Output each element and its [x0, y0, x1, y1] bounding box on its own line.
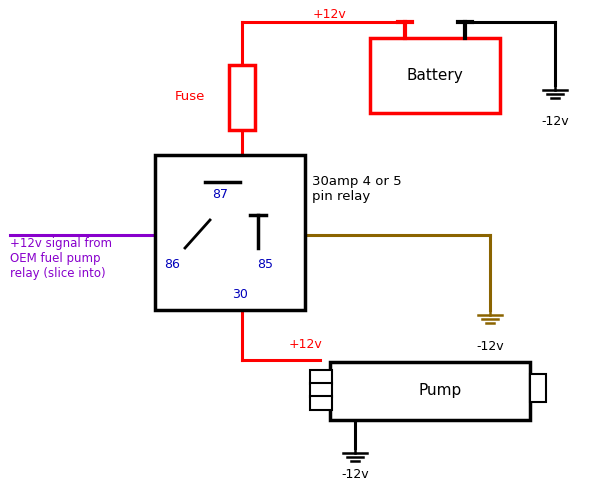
Text: 30amp 4 or 5
pin relay: 30amp 4 or 5 pin relay: [312, 175, 401, 203]
Text: Fuse: Fuse: [175, 91, 205, 104]
Text: -12v: -12v: [341, 468, 369, 480]
Text: +12v signal from
OEM fuel pump
relay (slice into): +12v signal from OEM fuel pump relay (sl…: [10, 237, 112, 280]
Bar: [370, 38, 500, 113]
Text: -12v: -12v: [541, 115, 569, 128]
Text: 30: 30: [232, 288, 248, 301]
Text: Battery: Battery: [407, 68, 463, 83]
Bar: [310, 370, 332, 384]
Text: Pump: Pump: [418, 384, 461, 398]
Text: 87: 87: [212, 189, 228, 202]
Text: 85: 85: [257, 259, 273, 272]
Text: +12v: +12v: [313, 9, 347, 22]
Bar: [155, 155, 305, 310]
Bar: [530, 374, 546, 402]
Text: +12v: +12v: [288, 338, 322, 351]
Text: 86: 86: [164, 259, 180, 272]
Bar: [229, 65, 255, 130]
Bar: [310, 396, 332, 410]
Text: -12v: -12v: [476, 340, 504, 353]
Bar: [310, 383, 332, 397]
Bar: [330, 362, 530, 420]
